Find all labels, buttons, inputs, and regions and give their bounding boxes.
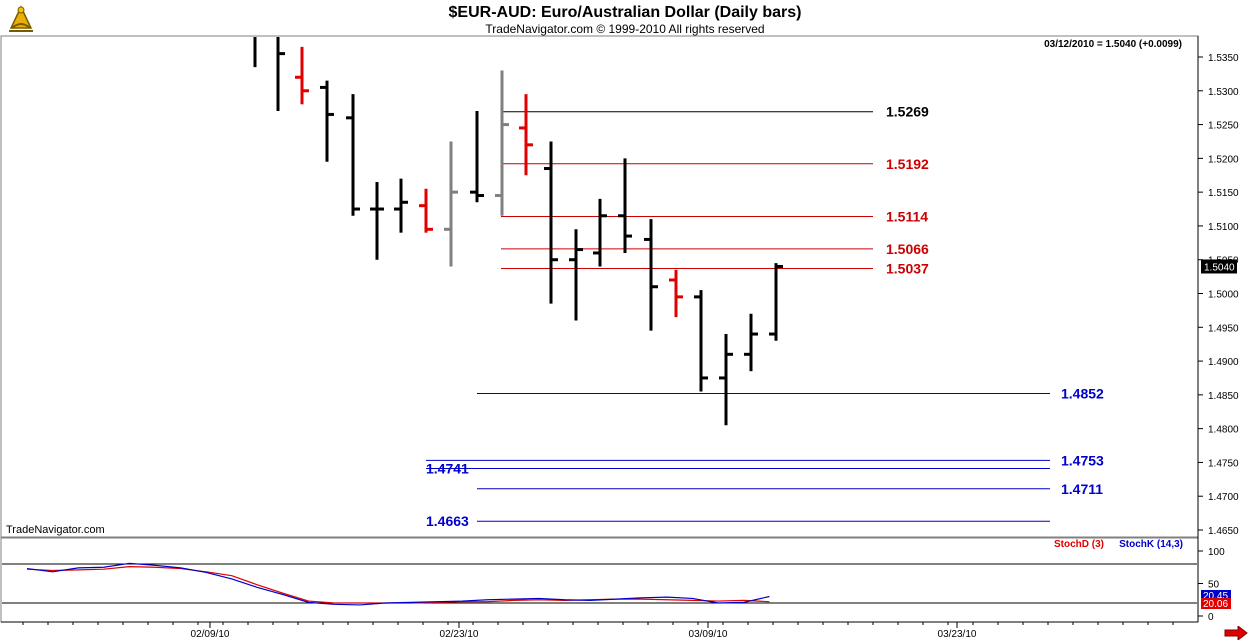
- price-tick-label: 1.5100: [1208, 222, 1239, 233]
- price-bar: [719, 334, 733, 426]
- price-bar: [470, 111, 484, 203]
- level-label: 1.5114: [886, 208, 928, 224]
- watermark: TradeNavigator.com: [6, 524, 105, 536]
- level-label: 1.5066: [886, 241, 929, 257]
- legend-stoch-k: StochK (14,3): [1119, 539, 1183, 550]
- price-tick-label: 1.5150: [1208, 188, 1239, 199]
- price-bar: [544, 141, 558, 304]
- sextant-logo-icon[interactable]: [6, 4, 36, 34]
- price-bar: [495, 70, 509, 216]
- price-tick-label: 1.4800: [1208, 425, 1239, 436]
- legend-stoch-d: StochD (3): [1054, 539, 1104, 550]
- chart-title: $EUR-AUD: Euro/Australian Dollar (Daily …: [448, 4, 802, 21]
- date-tick-label: 03/23/10: [938, 629, 977, 640]
- price-tick-label: 1.4750: [1208, 458, 1239, 469]
- price-bar: [744, 313, 758, 372]
- price-bars: [253, 37, 783, 426]
- last-quote: 03/12/2010 = 1.5040 (+0.0099): [1044, 39, 1182, 50]
- price-tick-label: 1.5000: [1208, 290, 1239, 301]
- price-bar: [593, 198, 607, 267]
- price-tick-label: 1.4900: [1208, 357, 1239, 368]
- price-axis: 1.5350 1.5300 1.5250 1.5200 1.5150 1.5100 1.50…: [1198, 53, 1239, 537]
- date-tick-label: 02/23/10: [440, 629, 479, 640]
- price-tick-label: 1.4700: [1208, 492, 1239, 503]
- price-bar: [769, 263, 783, 341]
- date-axis: 02/09/10 02/23/10 03/09/10 03/23/10: [22, 622, 1174, 640]
- stoch-d-value-box: [1201, 598, 1231, 609]
- stoch-tick-label: 50: [1208, 580, 1220, 591]
- price-bar: [394, 178, 408, 233]
- stoch-series-line: [26, 562, 770, 606]
- price-tick-label: 1.5200: [1208, 154, 1239, 165]
- price-bar: [295, 46, 309, 105]
- level-label: 1.4753: [1061, 452, 1104, 468]
- level-label: 1.4741: [426, 461, 469, 477]
- price-bar: [444, 141, 458, 267]
- price-bar: [276, 37, 285, 112]
- price-bar: [320, 80, 334, 162]
- right-arrow-icon[interactable]: [1224, 626, 1248, 640]
- price-tick-label: 1.5300: [1208, 87, 1239, 98]
- stoch-d-value: 20.06: [1203, 599, 1228, 610]
- level-label: 1.4852: [1061, 386, 1104, 402]
- stoch-k-value: 20.45: [1203, 591, 1228, 602]
- price-tick-label: 1.4650: [1208, 526, 1239, 537]
- date-tick-label: 03/09/10: [689, 629, 728, 640]
- price-tick-label: 1.4950: [1208, 323, 1239, 334]
- level-label: 1.4711: [1061, 481, 1103, 497]
- price-bar: [370, 182, 384, 260]
- price-bar: [419, 188, 433, 233]
- price-bar: [644, 219, 658, 331]
- stoch-tick-label: 0: [1208, 612, 1214, 623]
- price-tick-label: 1.4850: [1208, 391, 1239, 402]
- date-tick-label: 02/09/10: [191, 629, 230, 640]
- last-price-box: [1201, 259, 1237, 274]
- price-bar: [618, 158, 632, 253]
- price-bar: [669, 269, 683, 318]
- price-tick-label: 1.5350: [1208, 53, 1239, 64]
- level-label: 1.5269: [886, 104, 929, 120]
- price-bar: [519, 94, 533, 176]
- price-panel-frame: [0, 35, 1199, 538]
- price-bar: [694, 290, 708, 392]
- level-label: 1.4663: [426, 513, 469, 529]
- price-bar: [569, 229, 583, 321]
- last-price-label: 1.5040: [1204, 262, 1235, 273]
- chart-subtitle: TradeNavigator.com © 1999-2010 All right…: [485, 22, 765, 36]
- stoch-tick-label: 100: [1208, 547, 1225, 558]
- stoch-k-value-box: [1201, 590, 1231, 601]
- stoch-panel-frame: [0, 537, 1199, 623]
- fib-levels: 1.5269 1.5192 1.5114 1.5066 1.5037 1.4852 1.47…: [426, 104, 1104, 529]
- level-label: 1.5192: [886, 156, 929, 172]
- level-label: 1.5037: [886, 260, 929, 276]
- price-bar: [346, 94, 360, 216]
- price-tick-label: 1.5250: [1208, 121, 1239, 132]
